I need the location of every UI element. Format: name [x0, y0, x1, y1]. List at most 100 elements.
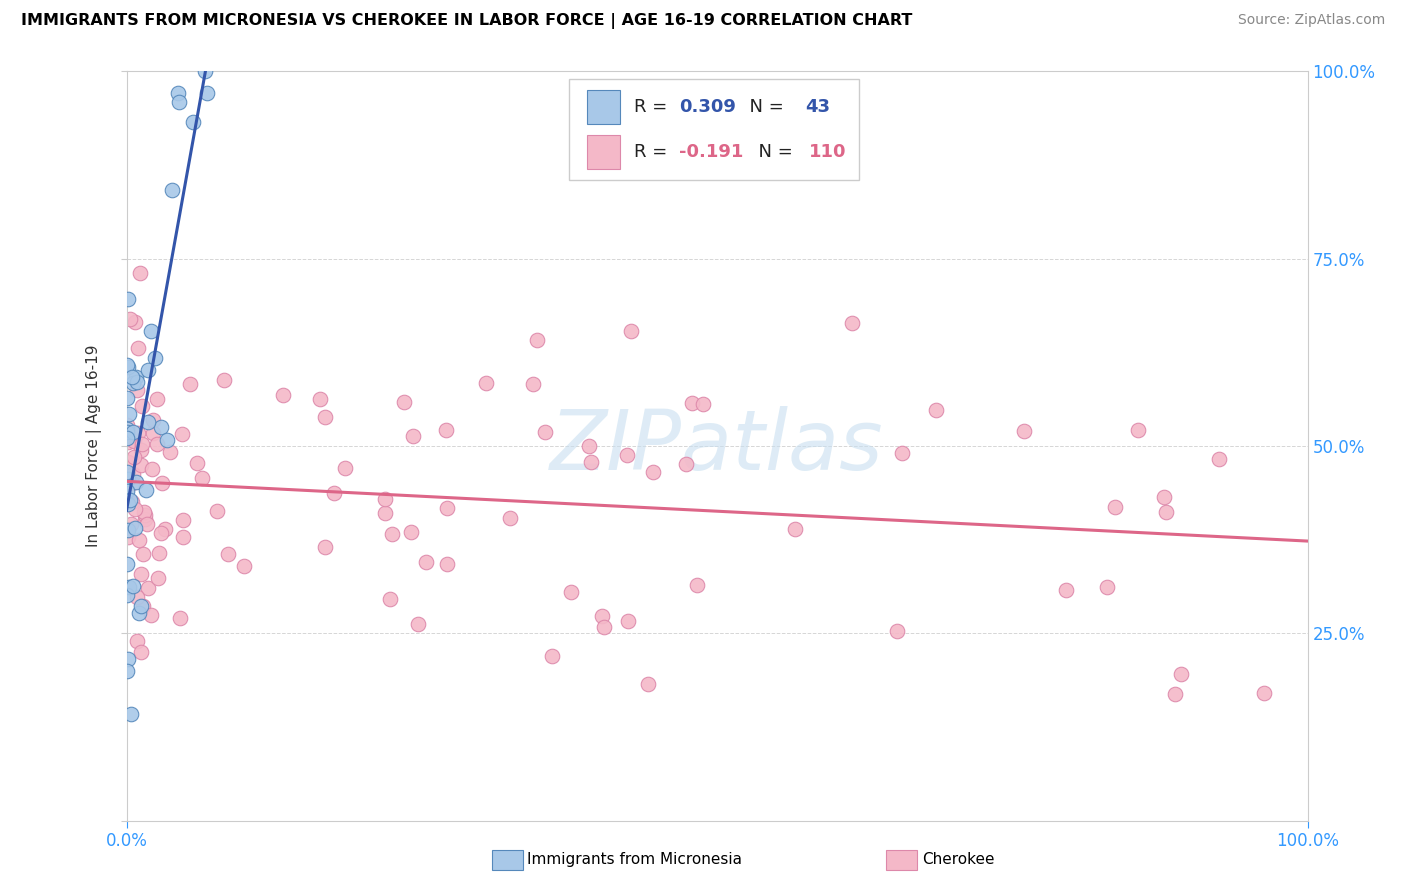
Point — [686, 578, 709, 592]
Point — [153, 522, 176, 536]
Point — [141, 325, 163, 339]
Point — [132, 599, 155, 614]
Point — [186, 456, 208, 470]
Point — [167, 95, 190, 110]
Point — [323, 486, 346, 500]
Point — [578, 439, 600, 453]
Point — [124, 315, 146, 329]
Point — [148, 547, 170, 561]
Point — [117, 360, 139, 375]
Point — [115, 483, 138, 498]
Point — [127, 425, 149, 440]
Point — [499, 510, 522, 524]
Point — [581, 455, 603, 469]
Text: R =: R = — [634, 98, 673, 116]
Point — [1170, 667, 1192, 681]
Point — [120, 707, 142, 722]
FancyBboxPatch shape — [569, 78, 859, 180]
Point — [117, 652, 139, 666]
Point — [593, 620, 616, 634]
Point — [115, 358, 138, 372]
Point — [591, 609, 613, 624]
Point — [115, 425, 138, 439]
Point — [1012, 425, 1035, 439]
Point — [522, 377, 544, 392]
Point — [129, 442, 152, 457]
Point — [1104, 500, 1126, 514]
Point — [692, 397, 714, 411]
FancyBboxPatch shape — [588, 90, 620, 124]
Point — [128, 533, 150, 548]
Point — [127, 590, 149, 604]
Point — [122, 579, 145, 593]
Point — [146, 392, 169, 407]
Point — [616, 615, 638, 629]
Point — [122, 450, 145, 465]
Text: R =: R = — [634, 143, 673, 161]
Point — [129, 566, 152, 581]
Point — [118, 407, 141, 421]
Point — [135, 483, 157, 497]
Point — [115, 431, 138, 445]
Point — [131, 437, 153, 451]
Point — [783, 522, 806, 536]
Point — [374, 506, 396, 520]
Point — [1154, 505, 1177, 519]
Point — [121, 370, 143, 384]
Point — [115, 422, 138, 436]
Point — [541, 649, 564, 664]
Text: N =: N = — [738, 98, 790, 116]
Point — [159, 445, 181, 459]
Point — [129, 599, 152, 613]
Point — [117, 435, 139, 450]
Point — [129, 266, 152, 280]
Point — [121, 467, 143, 482]
Point — [115, 588, 138, 602]
Point — [136, 416, 159, 430]
Point — [181, 115, 204, 129]
Point — [150, 475, 173, 490]
Point — [378, 592, 401, 607]
Point — [194, 64, 217, 78]
Point — [118, 580, 141, 594]
Point — [117, 497, 139, 511]
Point — [217, 547, 239, 561]
Point — [136, 581, 159, 595]
Point — [637, 676, 659, 690]
Point — [401, 524, 423, 539]
Point — [142, 426, 165, 441]
Point — [134, 512, 156, 526]
Text: 110: 110 — [810, 143, 846, 161]
Point — [191, 471, 214, 485]
Point — [117, 530, 139, 544]
Point — [156, 434, 179, 448]
Point — [1208, 451, 1230, 466]
Point — [1253, 686, 1275, 700]
Point — [381, 527, 404, 541]
Point — [118, 492, 141, 507]
Point — [115, 466, 138, 480]
Point — [124, 521, 146, 535]
Point — [122, 425, 145, 440]
Point — [136, 363, 159, 377]
Point — [128, 607, 150, 621]
Point — [142, 413, 165, 427]
Point — [117, 455, 139, 469]
Point — [172, 426, 194, 441]
Y-axis label: In Labor Force | Age 16-19: In Labor Force | Age 16-19 — [86, 344, 103, 548]
Point — [214, 373, 236, 387]
Point — [406, 616, 429, 631]
Point — [115, 664, 138, 678]
Text: Source: ZipAtlas.com: Source: ZipAtlas.com — [1237, 13, 1385, 28]
Point — [392, 395, 415, 409]
Point — [149, 420, 172, 434]
Point — [169, 611, 191, 625]
Point — [526, 333, 548, 347]
Point — [205, 504, 228, 518]
Point — [117, 292, 139, 306]
Point — [129, 645, 152, 659]
Point — [124, 502, 146, 516]
Point — [120, 516, 142, 531]
Point — [127, 375, 149, 389]
Point — [1153, 491, 1175, 505]
